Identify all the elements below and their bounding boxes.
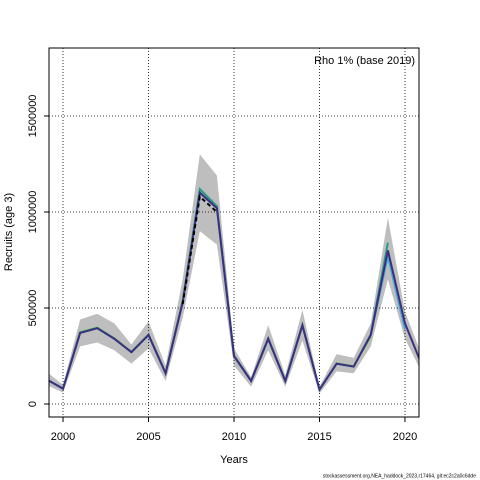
series-line xyxy=(181,194,218,305)
x-tick-label: 2010 xyxy=(222,431,246,443)
confidence-band xyxy=(49,154,419,394)
footer: stockassessment.org,NEA_haddock_2023,r17… xyxy=(323,473,476,479)
y-tick-label: 1500000 xyxy=(27,95,39,138)
x-tick-label: 2015 xyxy=(307,431,331,443)
x-axis-label: Years xyxy=(220,454,248,466)
y-tick-label: 500000 xyxy=(27,290,39,327)
x-tick-label: 2020 xyxy=(393,431,417,443)
annotation: Rho 1% (base 2019) xyxy=(314,55,415,67)
y-axis-label: Recruits (age 3) xyxy=(3,193,15,271)
y-tick-label: 1000000 xyxy=(27,191,39,234)
series-line xyxy=(49,190,419,393)
x-tick-label: 2005 xyxy=(136,431,160,443)
y-tick-label: 0 xyxy=(27,401,39,407)
plot-area xyxy=(49,48,419,417)
x-tick-label: 2000 xyxy=(51,431,75,443)
